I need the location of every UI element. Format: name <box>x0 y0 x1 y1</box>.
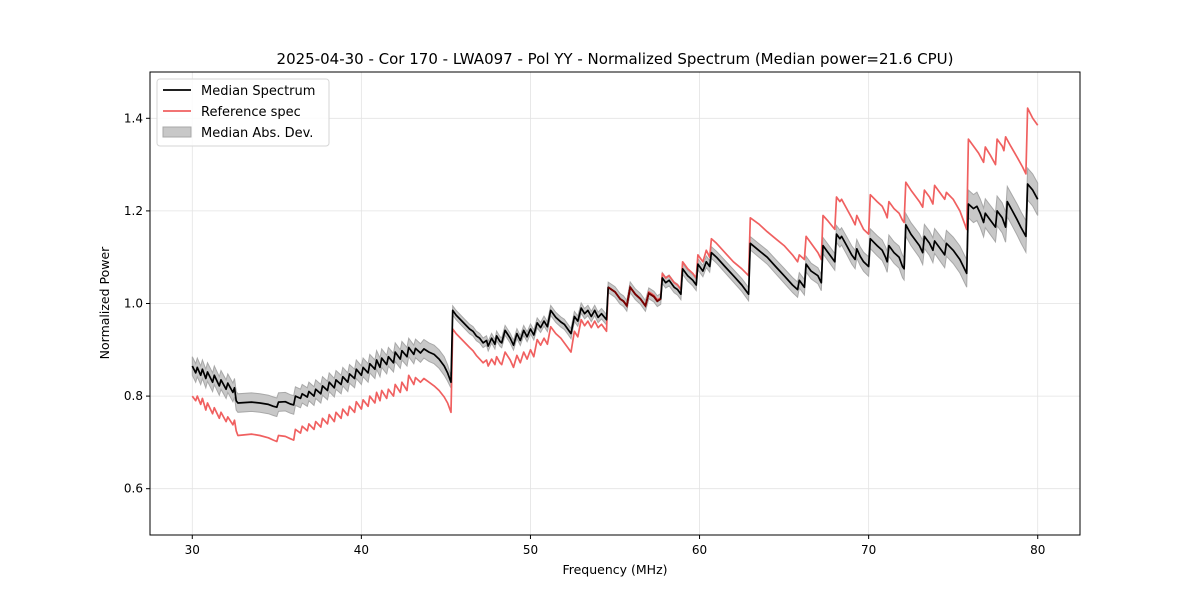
y-tick-label: 1.0 <box>124 297 143 311</box>
x-tick-label: 80 <box>1030 543 1045 557</box>
median-spectrum-line <box>191 183 1039 409</box>
x-tick-label: 40 <box>354 543 369 557</box>
legend-label-reference: Reference spec <box>201 105 301 120</box>
y-tick-label: 1.4 <box>124 111 143 125</box>
x-tick-label: 70 <box>861 543 876 557</box>
legend-swatch-mad <box>162 126 192 138</box>
x-tick-label: 30 <box>185 543 200 557</box>
y-tick-label: 1.2 <box>124 204 143 218</box>
overlap-segment <box>607 285 662 309</box>
legend-label-median: Median Spectrum <box>201 84 315 99</box>
legend-label-mad: Median Abs. Dev. <box>201 126 313 141</box>
y-tick-label: 0.6 <box>124 482 143 496</box>
chart-title: 2025-04-30 - Cor 170 - LWA097 - Pol YY -… <box>277 50 954 68</box>
x-axis-label: Frequency (MHz) <box>562 562 667 577</box>
legend-box <box>156 78 330 147</box>
plot-area <box>191 107 1039 443</box>
legend: Median Spectrum Reference spec Median Ab… <box>156 78 330 147</box>
y-axis-label: Normalized Power <box>97 246 112 360</box>
y-axis: 0.6 0.8 1.0 1.2 1.4 <box>124 111 150 496</box>
reference-spec-line <box>191 107 1039 443</box>
x-axis: 30 40 50 60 70 80 <box>185 535 1045 557</box>
y-tick-label: 0.8 <box>124 389 143 403</box>
x-tick-label: 50 <box>523 543 538 557</box>
x-tick-label: 60 <box>692 543 707 557</box>
